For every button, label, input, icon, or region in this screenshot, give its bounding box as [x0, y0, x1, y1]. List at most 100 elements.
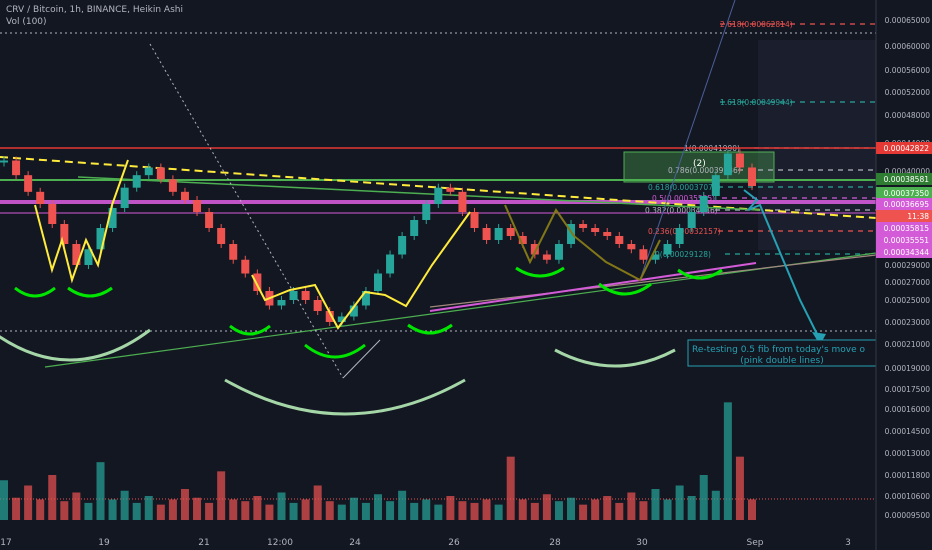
annotation-line-1: Re-testing 0.5 fib from today's move o — [692, 345, 866, 355]
x-tick-label: 24 — [349, 538, 361, 548]
volume-bar — [132, 502, 141, 520]
price-scale-panel — [876, 0, 932, 550]
price-badge — [876, 222, 932, 234]
volume-bar — [313, 485, 322, 520]
volume-bar — [84, 502, 93, 520]
candle — [579, 224, 588, 228]
fib-projection-area — [758, 40, 876, 250]
volume-bar — [156, 504, 165, 520]
candle — [542, 254, 551, 260]
candle — [168, 179, 177, 192]
price-badge-label: 11:38 — [907, 212, 929, 221]
volume-bar — [217, 471, 226, 520]
volume-bar — [301, 499, 310, 520]
volume-bar — [723, 402, 732, 520]
forecast-arrow-line — [743, 189, 821, 341]
annotation-box — [687, 339, 877, 367]
candle — [554, 244, 563, 260]
volume-bar — [422, 499, 431, 520]
candle — [72, 244, 81, 265]
price-badge — [876, 187, 932, 199]
candle — [144, 167, 153, 176]
volume-bar — [180, 489, 189, 520]
fib-label: 0.236(0.00032157) — [648, 227, 721, 236]
candle — [494, 228, 503, 240]
x-tick-label: 28 — [549, 538, 561, 548]
candle — [663, 244, 672, 255]
price-badge — [876, 210, 932, 222]
candle — [723, 153, 732, 176]
candle — [530, 244, 539, 255]
fib-label: 0.382(0.00034036) — [645, 206, 718, 215]
candle — [398, 236, 407, 255]
candle — [217, 228, 226, 244]
candle — [301, 291, 310, 300]
volume-bar — [651, 489, 660, 520]
big-cup-arc — [224, 378, 466, 416]
volume-bar — [627, 492, 636, 520]
smile-arc — [407, 323, 453, 335]
candle — [96, 228, 105, 250]
volume-bar — [735, 456, 744, 520]
candle — [289, 291, 298, 300]
volume-bar — [24, 485, 33, 520]
candle — [639, 249, 648, 260]
yellow-pattern-left — [34, 159, 129, 284]
volume-bar — [675, 485, 684, 520]
candle — [422, 204, 431, 220]
price-badge — [876, 142, 932, 154]
projection-line — [639, 0, 736, 281]
candle — [361, 291, 370, 306]
volume-bar — [663, 499, 672, 520]
y-tick-label: 0.00056000 — [885, 66, 931, 75]
price-badge-label: 0.00037350 — [884, 189, 930, 198]
candle — [627, 244, 636, 250]
yellow-pattern-middle — [251, 211, 471, 330]
volume-bar — [567, 497, 576, 520]
annotation-frame — [687, 339, 877, 367]
price-badge-label: 0.00035815 — [884, 224, 930, 233]
y-tick-label: 0.00013000 — [885, 449, 931, 458]
candle — [205, 212, 214, 228]
candle — [458, 191, 467, 212]
volume-bar — [72, 492, 81, 520]
volume-bar — [386, 501, 395, 520]
fib-label: 0.5(0.00035555) — [652, 194, 715, 203]
y-tick-label: 0.00014500 — [885, 427, 931, 436]
candle — [108, 208, 117, 228]
candle — [518, 236, 527, 244]
price-badge — [876, 173, 932, 185]
volume-bar — [639, 501, 648, 520]
y-tick-label: 0.00060000 — [885, 42, 931, 51]
y-tick-label: 0.00029000 — [885, 261, 931, 270]
volume-bar — [554, 501, 563, 520]
candle — [567, 224, 576, 244]
y-tick-label: 0.00019000 — [885, 364, 931, 373]
volume-bar — [241, 501, 250, 520]
volume-indicator-title: Vol (100) — [6, 17, 47, 27]
smile-arc — [677, 268, 723, 280]
y-tick-label: 0.00027000 — [885, 278, 931, 287]
candle — [0, 160, 8, 163]
volume-bar — [265, 504, 274, 520]
volume-bar — [506, 456, 515, 520]
candle — [120, 187, 129, 208]
candle — [374, 273, 382, 291]
volume-bar — [168, 499, 177, 520]
fib-label: 1.618(0.00049944) — [720, 98, 793, 107]
volume-bar — [277, 492, 286, 520]
volume-bar — [748, 499, 756, 520]
annotation-line-2: (pink double lines) — [740, 356, 823, 366]
price-badge-label: 0.00034344 — [884, 248, 930, 257]
x-tick-label: 30 — [636, 538, 648, 548]
price-badge-label: 0.00036695 — [884, 200, 930, 209]
candle — [651, 254, 660, 260]
green-trendline — [77, 176, 761, 211]
fib-label: 0.786(0.00039236) — [668, 166, 741, 175]
price-badge — [876, 246, 932, 258]
volume-bar — [349, 497, 358, 520]
y-tick-label: 0.00011800 — [885, 471, 931, 480]
big-cup-arc — [0, 328, 151, 362]
fib-label: 2.618(0.00062814) — [720, 20, 793, 29]
